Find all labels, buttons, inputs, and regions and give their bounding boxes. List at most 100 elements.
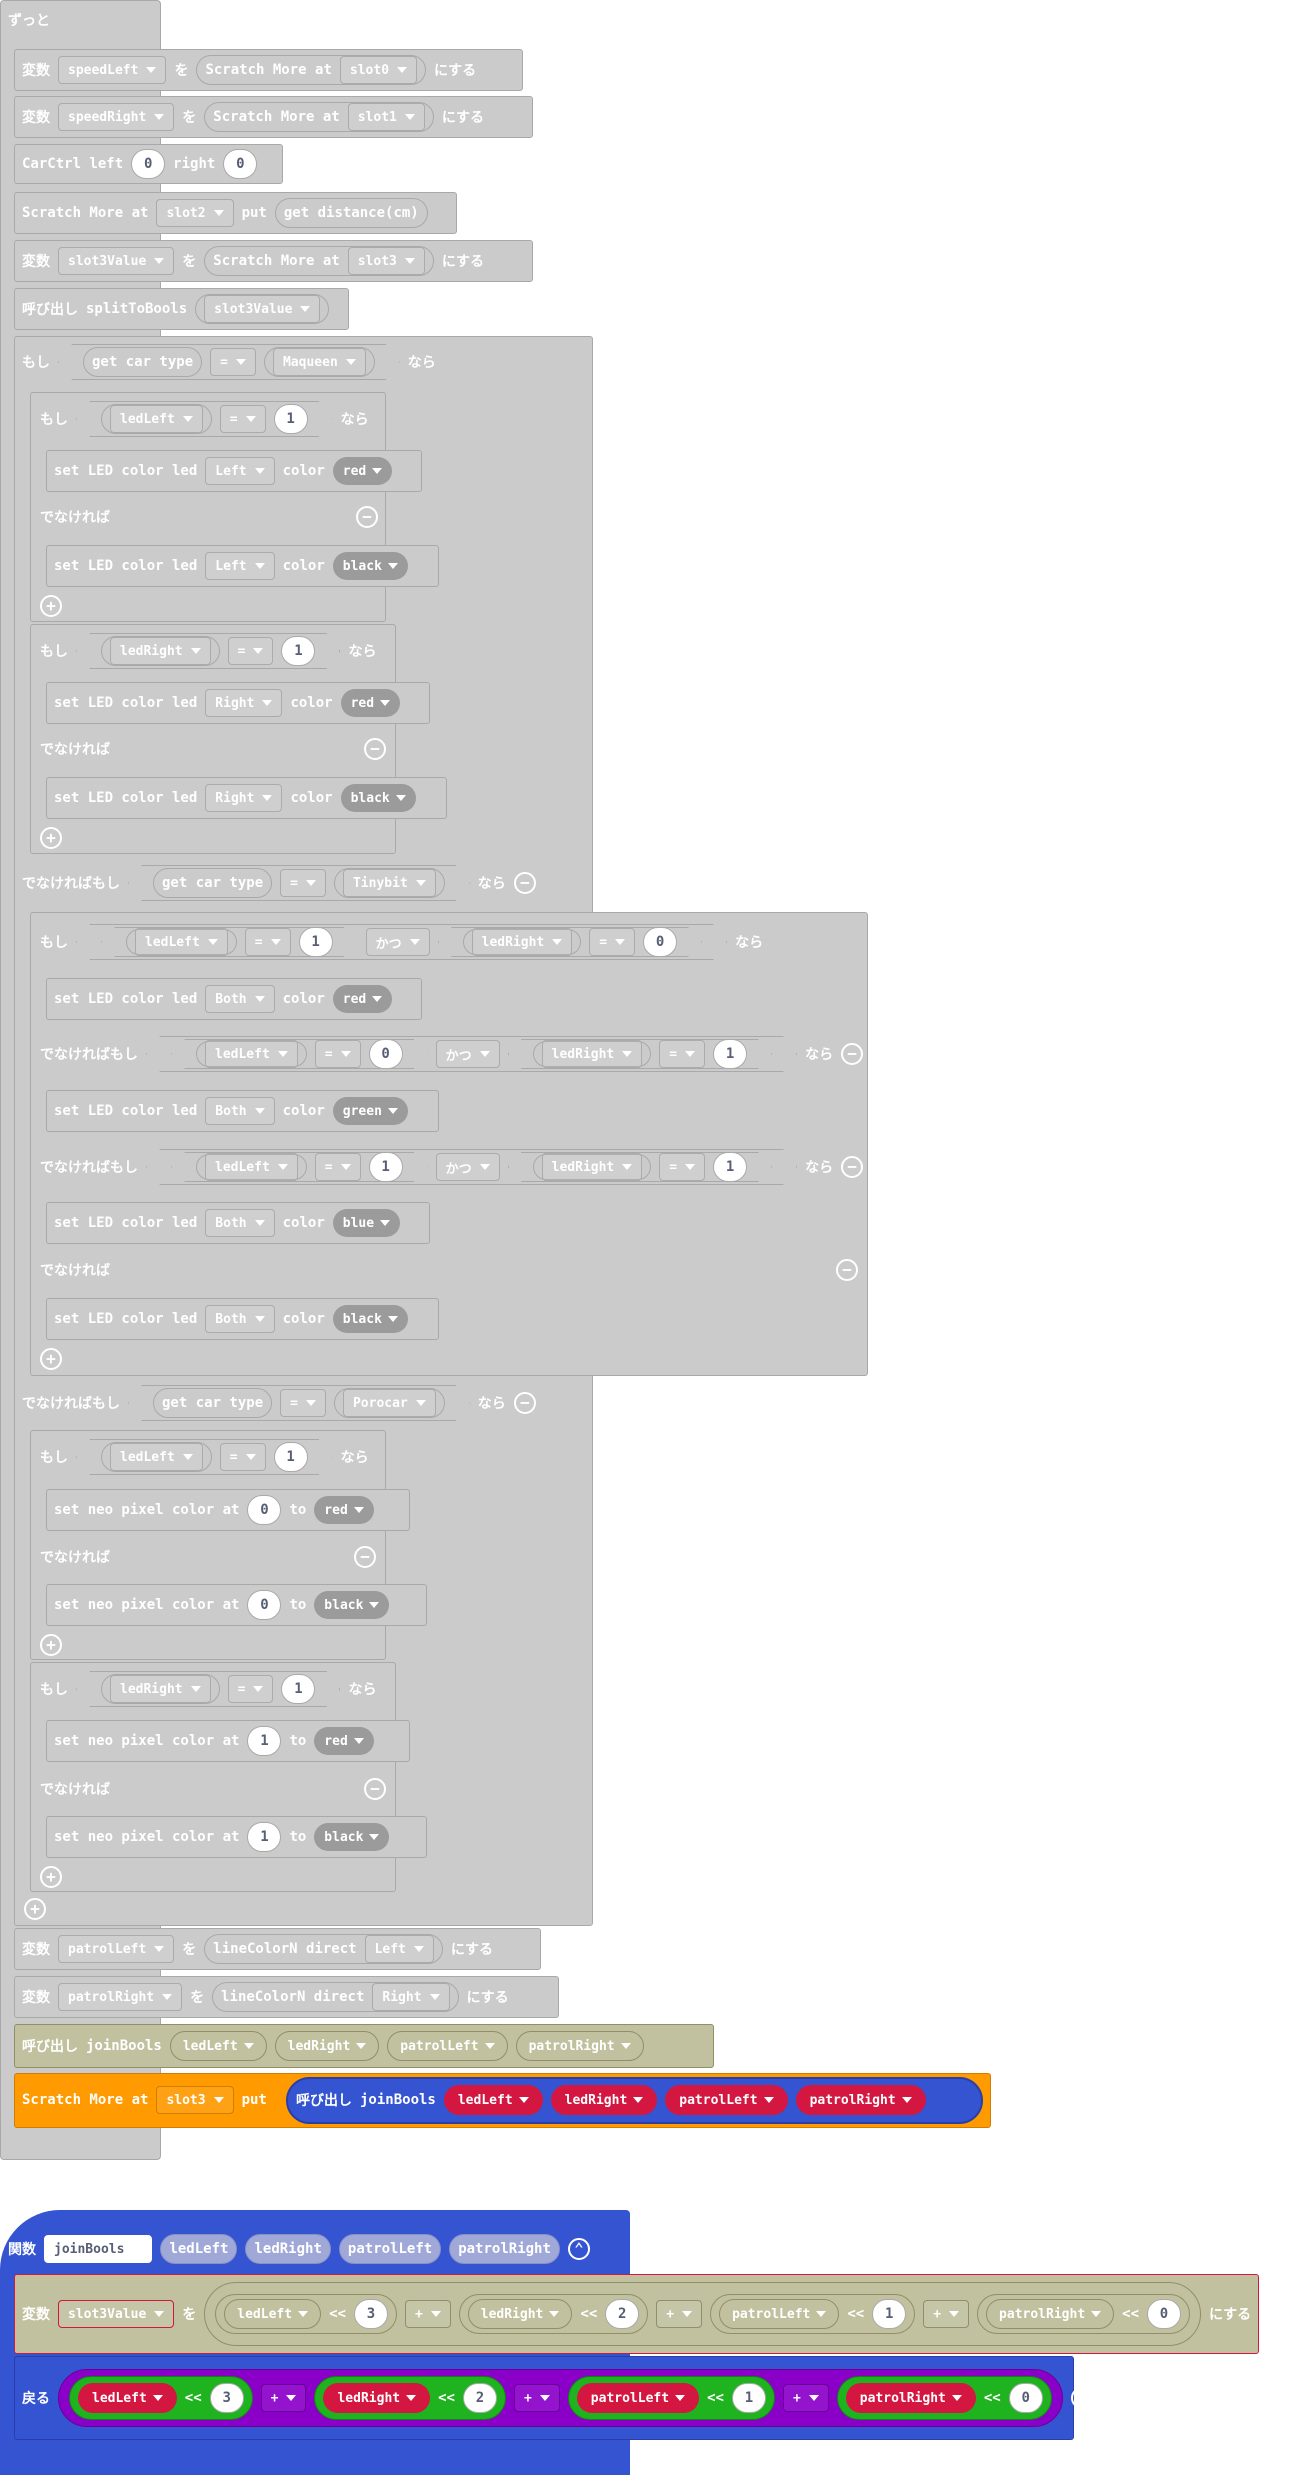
num-input[interactable]: 3 (209, 2383, 244, 2413)
compare-condition[interactable]: ledRight = 0 (438, 927, 702, 957)
var-dropdown[interactable]: ledRight (110, 1675, 211, 1703)
minus-icon[interactable]: − (1070, 2387, 1093, 2409)
var-dropdown[interactable]: ledLeft (205, 1153, 298, 1181)
arg-reporter[interactable]: patrolLeft (387, 2031, 508, 2061)
and-condition[interactable]: ledLeft = 0 かつ ledRight = 1 (146, 1036, 797, 1072)
minus-icon[interactable]: − (513, 1392, 536, 1414)
sum-expression[interactable]: ledLeft << 3 + ledRight << 2 + patrolLeft << 1… (58, 2369, 1063, 2427)
var-dropdown[interactable]: ledLeft (205, 1040, 298, 1068)
op-dropdown[interactable]: = (659, 1153, 705, 1181)
index-input[interactable]: 1 (247, 1726, 282, 1756)
shift-expr[interactable]: patrolLeft << 1 (710, 2294, 916, 2334)
var-reporter[interactable]: patrolRight (986, 2299, 1115, 2329)
arg-reporter[interactable]: patrolRight (515, 2031, 644, 2061)
num-input[interactable]: 2 (462, 2383, 497, 2413)
arg-reporter[interactable]: ledRight (274, 2031, 380, 2061)
op-dropdown[interactable]: = (280, 1389, 326, 1417)
index-input[interactable]: 0 (247, 1590, 282, 1620)
index-input[interactable]: 0 (247, 1495, 282, 1525)
compare-condition[interactable]: ledLeft = 1 (101, 927, 358, 957)
num-input[interactable]: 0 (1147, 2299, 1181, 2329)
slot-dropdown[interactable]: slot0 (339, 56, 418, 84)
num-input[interactable]: 1 (872, 2299, 907, 2329)
shift-expr[interactable]: ledLeft << 3 (215, 2294, 397, 2334)
dir-dropdown[interactable]: Left (364, 1935, 434, 1963)
function-name-input[interactable]: joinBools (44, 2235, 153, 2263)
car-value[interactable]: Porocar (334, 1388, 445, 1418)
color-dropdown[interactable]: red (332, 457, 393, 485)
num-input[interactable]: 0 (643, 927, 677, 957)
car-value[interactable]: Tinybit (334, 868, 445, 898)
var-reporter[interactable]: ledRight (323, 2383, 431, 2413)
op-dropdown[interactable]: = (659, 1040, 705, 1068)
led-dropdown[interactable]: Right (205, 689, 283, 717)
plus-dropdown[interactable]: + (513, 2384, 560, 2412)
scratch-more-reporter[interactable]: Scratch More at slot3 (204, 246, 434, 276)
slot-dropdown[interactable]: slot1 (347, 103, 425, 131)
and-dropdown[interactable]: かつ (366, 928, 430, 956)
arg-reporter[interactable]: patrolRight (795, 2085, 926, 2115)
arg-reporter[interactable]: ledRight (550, 2085, 658, 2115)
num-input[interactable]: 1 (731, 2383, 766, 2413)
slot-dropdown[interactable]: slot3 (156, 2086, 234, 2114)
and-condition[interactable]: ledLeft = 1 かつ ledRight = 1 (146, 1149, 797, 1185)
color-dropdown[interactable]: black (314, 1823, 390, 1851)
minus-icon[interactable]: − (356, 506, 378, 528)
arg-dropdown[interactable]: slot3Value (204, 295, 321, 323)
compare-condition[interactable]: ledLeft = 1 (76, 401, 333, 437)
op-dropdown[interactable]: = (210, 348, 256, 376)
var-reporter[interactable]: ledRight (101, 636, 220, 666)
led-dropdown[interactable]: Both (205, 1305, 275, 1333)
compare-condition[interactable]: ledLeft = 1 (171, 1152, 428, 1182)
op-dropdown[interactable]: = (315, 1153, 361, 1181)
compare-condition[interactable]: get car type = Maqueen (58, 344, 400, 380)
shift-expr[interactable]: ledLeft << 3 (69, 2376, 253, 2420)
color-dropdown[interactable]: black (332, 1305, 408, 1333)
led-dropdown[interactable]: Both (205, 985, 275, 1013)
var-dropdown[interactable]: slot3Value (58, 247, 175, 275)
var-reporter[interactable]: ledRight (463, 929, 582, 955)
op-dropdown[interactable]: = (245, 928, 291, 956)
plus-icon[interactable]: + (24, 1898, 46, 1920)
led-dropdown[interactable]: Right (205, 784, 283, 812)
var-reporter[interactable]: patrolLeft (576, 2383, 700, 2413)
compare-condition[interactable]: get car type = Porocar (128, 1385, 470, 1421)
plus-icon[interactable]: + (40, 1866, 62, 1888)
plus-dropdown[interactable]: + (782, 2384, 829, 2412)
var-reporter[interactable]: patrolLeft (719, 2299, 840, 2329)
shift-expr[interactable]: ledRight << 2 (458, 2294, 649, 2334)
car-type-reporter[interactable]: get car type (83, 347, 202, 377)
num-input[interactable]: 1 (281, 1674, 315, 1704)
param-reporter[interactable]: patrolLeft (338, 2234, 442, 2264)
op-dropdown[interactable]: = (228, 637, 274, 665)
var-reporter[interactable]: ledRight (533, 1154, 652, 1180)
shift-expr[interactable]: patrolLeft << 1 (567, 2376, 775, 2420)
plus-dropdown[interactable]: + (923, 2300, 970, 2328)
minus-icon[interactable]: − (841, 1156, 864, 1178)
color-dropdown[interactable]: black (332, 552, 408, 580)
color-dropdown[interactable]: red (332, 985, 393, 1013)
line-color-reporter[interactable]: lineColorN direct Left (204, 1934, 443, 1964)
var-reporter[interactable]: ledLeft (126, 929, 237, 955)
car-dropdown[interactable]: Tinybit (343, 869, 436, 897)
minus-icon[interactable]: − (354, 1546, 376, 1568)
minus-icon[interactable]: − (841, 1043, 864, 1065)
line-color-reporter[interactable]: lineColorN direct Right (212, 1982, 459, 2012)
compare-condition[interactable]: ledRight = 1 (508, 1152, 772, 1182)
compare-condition[interactable]: ledLeft = 1 (76, 1439, 333, 1475)
left-speed-input[interactable]: 0 (131, 149, 166, 179)
var-dropdown[interactable]: ledRight (542, 1153, 643, 1181)
minus-icon[interactable]: − (513, 872, 536, 894)
car-dropdown[interactable]: Porocar (343, 1389, 436, 1417)
chevron-up-icon[interactable]: ⌃ (567, 2238, 590, 2260)
var-reporter[interactable]: ledRight (101, 1674, 220, 1704)
var-reporter[interactable]: ledLeft (101, 404, 212, 434)
shift-expr[interactable]: patrolRight << 0 (836, 2376, 1052, 2420)
var-dropdown[interactable]: ledLeft (110, 1443, 203, 1471)
compare-condition[interactable]: ledLeft = 0 (171, 1039, 428, 1069)
op-dropdown[interactable]: = (220, 1443, 266, 1471)
num-input[interactable]: 1 (713, 1039, 747, 1069)
and-condition[interactable]: ledLeft = 1 かつ ledRight = 0 (76, 924, 727, 960)
num-input[interactable]: 3 (353, 2299, 388, 2329)
color-dropdown[interactable]: blue (332, 1209, 401, 1237)
